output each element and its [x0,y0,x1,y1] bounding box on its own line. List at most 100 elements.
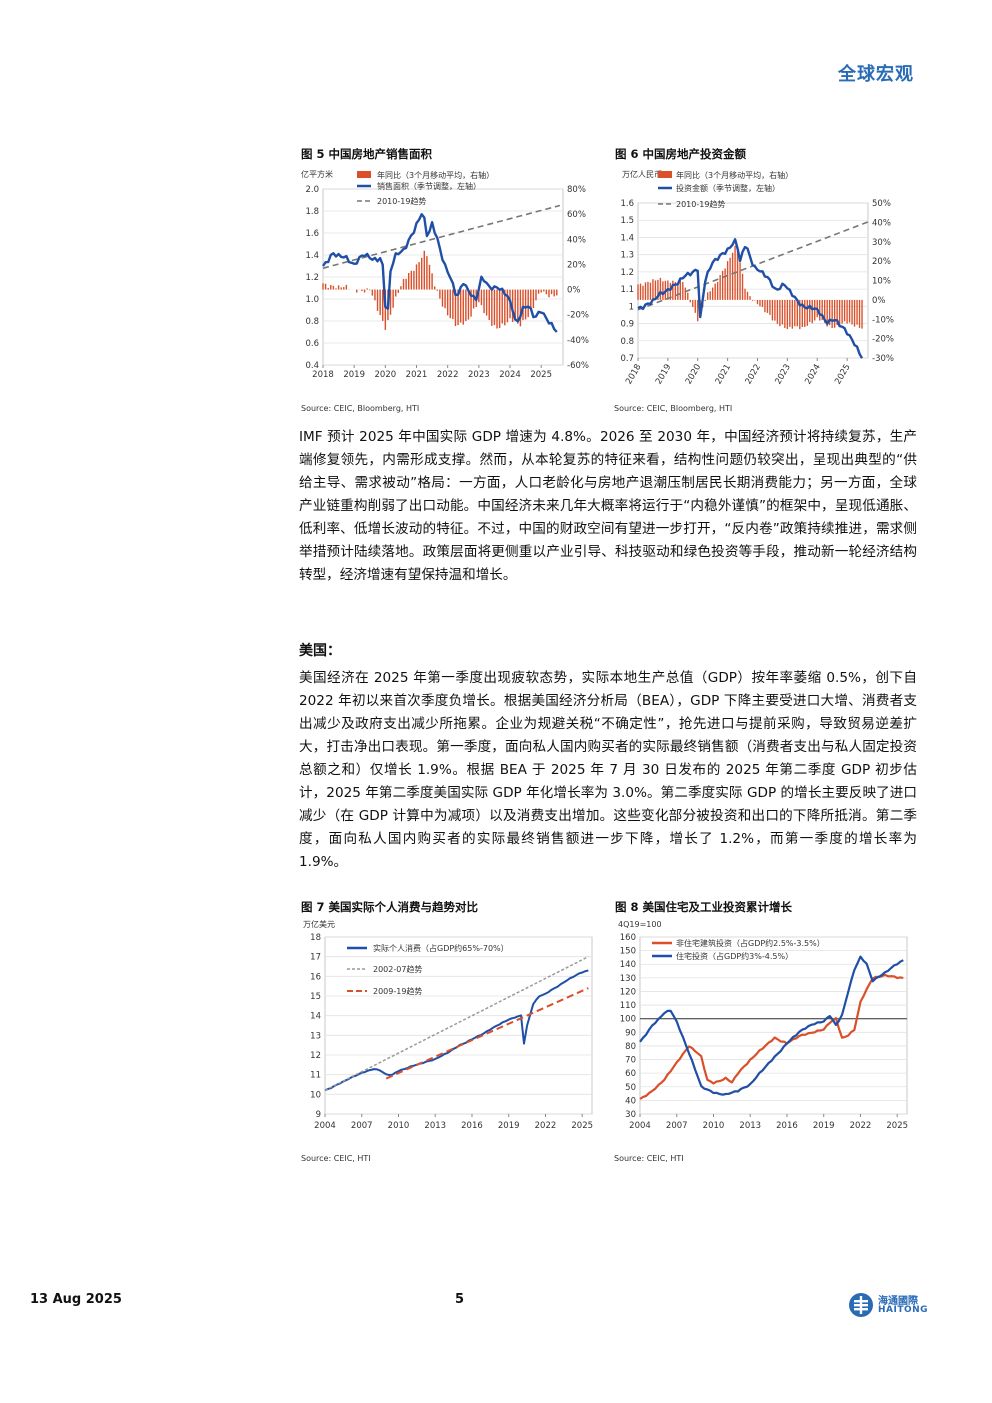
fig6-yoy-bar [799,299,801,330]
fig6-yoy-bar [639,283,642,300]
fig5-yoy-bar [485,289,488,316]
fig6-yoy-bar [789,299,791,327]
fig5-yoy-bar [478,289,480,303]
fig6-ytick-left: 0.8 [620,337,634,347]
fig6-ytick-right: 10% [872,277,891,287]
fig5-ytick-left: 0.8 [305,317,319,327]
fig6-yoy-bar [746,291,749,300]
paragraph-us-economy: 美国经济在 2025 年第一季度出现疲软态势，实际本地生产总值（GDP）按年率萎… [299,670,917,870]
fig5-yoy-bar [498,289,501,329]
fig6-xtick: 2022 [744,363,763,387]
fig6-yoy-bar [851,299,853,325]
fig7-series-2 [385,987,589,1080]
fig5-yoy-bar [543,289,545,292]
fig7-ytick: 18 [310,933,321,943]
fig5-yoy-bar [392,289,394,308]
fig5-yoy-bar [553,289,555,297]
fig7-ytick: 11 [310,1071,321,1081]
fig6-yoy-bar [649,282,652,300]
fig8-ytick: 30 [625,1110,636,1120]
fig6-yoy-bar [811,299,813,324]
fig6-yoy-bar [846,299,848,324]
fig6-yoy-bar [716,281,719,300]
fig6-yoy-bar [714,283,716,300]
fig5-xtick: 2021 [406,370,428,380]
fig8-ytick: 60 [625,1069,636,1079]
fig6-yoy-bar [784,299,786,329]
fig6-ytick-left: 1.6 [620,199,634,209]
fig7-xtick: 2007 [351,1121,373,1131]
fig5-left-unit: 亿平方米 [301,169,333,179]
fig8-ytick: 130 [620,974,636,984]
fig6-yoy-bar [769,299,771,315]
fig5-ytick-left: 0.6 [305,339,319,349]
fig8-xtick: 2022 [850,1121,872,1131]
fig6-ytick-left: 1.5 [620,216,634,226]
fig5-yoy-bar [436,289,438,291]
fig6-ytick-right: 30% [872,238,891,248]
fig5-yoy-bar [439,289,441,299]
fig7-series-0 [324,969,589,1092]
fig5-yoy-bar [465,289,467,322]
fig6-yoy-bar [711,287,714,300]
fig6-yoy-bar [809,299,811,323]
fig6-xtick: 2021 [714,363,733,387]
fig7-title: 图 7 美国实际个人消费与趋势对比 [301,900,479,914]
fig5-xtick: 2024 [499,370,521,380]
fig6-yoy-bar [697,299,699,322]
fig6-yoy-bar [856,299,858,325]
fig6-yoy-bar [833,299,836,328]
fig5-yoy-bar [452,289,454,320]
fig8-xtick: 2016 [776,1121,798,1131]
fig6-yoy-bar [771,299,774,321]
fig7-ytick: 9 [316,1110,321,1120]
fig6-yoy-bar [828,299,831,326]
fig7-series-1 [324,956,589,1092]
fig5-yoy-bar [361,289,363,292]
fig5-yoy-bar [459,289,462,323]
fig5-yoy-bar [324,283,327,290]
fig8-ytick: 100 [620,1015,636,1025]
fig5-yoy-bar [524,289,527,320]
fig7-xtick: 2013 [424,1121,446,1131]
fig6-yoy-bar [654,280,657,300]
fig7-ytick: 17 [310,953,321,963]
fig5-ytick-left: 1.6 [305,229,319,239]
fig6-yoy-bar [754,299,756,301]
fig7-legend-pce: 实际个人消费（占GDP约65%-70%） [373,943,509,953]
fig6-yoy-bar [756,299,759,305]
fig8-ytick: 150 [620,947,636,957]
fig5-ytick-left: 0.4 [305,361,319,371]
fig6-ytick-left: 1.3 [620,251,634,261]
fig6-yoy-bar [644,282,647,300]
fig7-xtick: 2016 [461,1121,483,1131]
fig6-xtick: 2025 [833,363,852,387]
fig6-yoy-bar [764,299,766,313]
fig5-yoy-bar [389,289,392,315]
fig6-yoy-bar [692,299,694,307]
fig8-legend-res: 住宅投资（占GDP约3%-4.5%） [676,951,793,961]
fig5-yoy-bar [462,289,464,325]
fig6-yoy-bar [824,299,826,323]
fig6-yoy-bar [687,292,689,300]
fig5-yoy-bar [532,289,535,309]
fig8-source: Source: CEIC, HTI [614,1154,684,1163]
fig5-yoy-bar [327,287,329,290]
fig6-yoy-bar [721,270,724,300]
fig5-yoy-bar [514,289,516,321]
fig6-ytick-right: -10% [872,315,894,325]
fig6-yoy-bar [684,287,686,300]
fig6-yoy-bar [729,257,731,300]
fig5-yoy-bar [413,270,415,290]
fig6-left-unit: 万亿人民币 [622,169,662,179]
fig8-ytick: 80 [625,1042,636,1052]
fig6-yoy-bar [652,279,654,300]
haitong-logo: 海通國際 HAITONG [848,1290,928,1322]
fig5-xtick: 2023 [468,370,490,380]
fig5-legend-yoy: 年同比（3个月移动平均，右轴） [377,170,494,180]
fig5-chart: 亿平方米 2.0 1.8 1.6 1.4 1.2 1.0 0.8 0.6 0.4 80% 60% 40… [301,169,589,380]
fig6-yoy-bar [709,291,711,300]
fig5-source: Source: CEIC, Bloomberg, HTI [301,404,420,413]
fig8-title: 图 8 美国住宅及工业投资累计增长 [615,900,793,914]
fig6-yoy-bar [731,252,734,300]
